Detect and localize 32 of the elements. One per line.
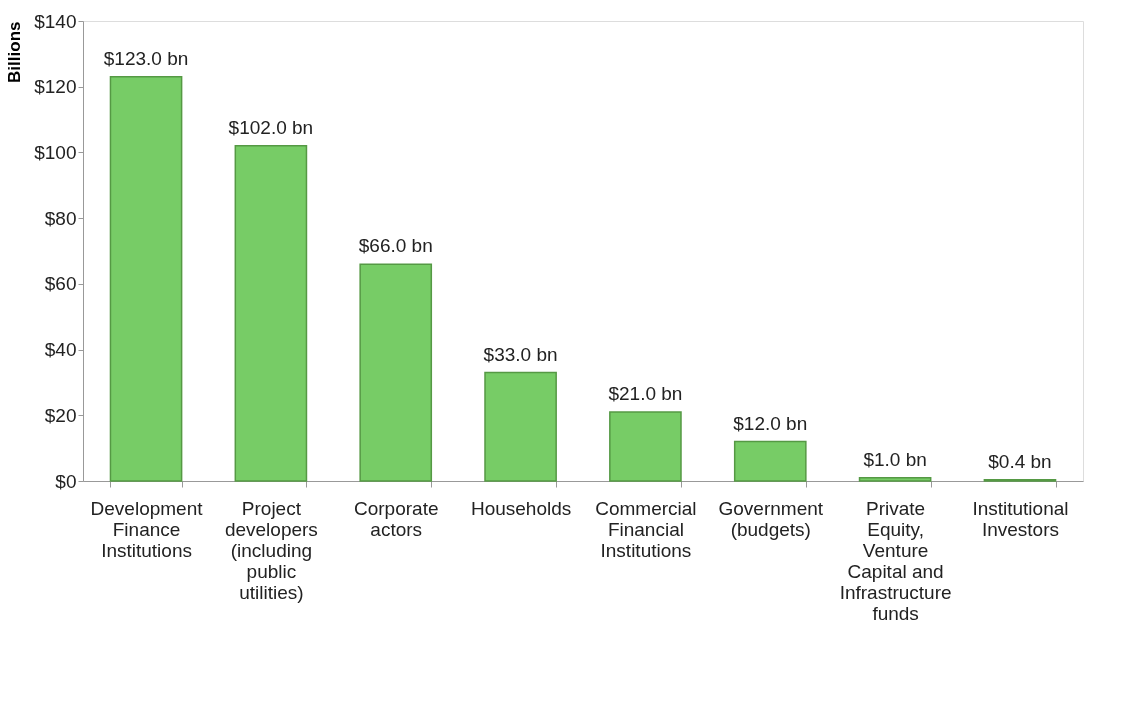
y-axis-title: Billions (5, 21, 25, 83)
data-label: $123.0 bn (103, 47, 189, 69)
x-tick-label: Households (470, 497, 572, 519)
x-tick-label: Project developers (including public utilities) (224, 497, 318, 603)
bar (359, 263, 433, 482)
y-tick-label: $80 (44, 207, 77, 229)
y-tick-label: $140 (34, 10, 77, 32)
data-label: $66.0 bn (358, 235, 433, 257)
x-tick-label: Government (budgets) (718, 497, 824, 540)
y-tick-label: $40 (44, 339, 77, 361)
x-tick-label: Private Equity, Venture Capital and Infrastructure funds (839, 497, 952, 624)
bar (484, 371, 557, 482)
x-tick-label: Commercial Financial Institutions (595, 497, 697, 561)
y-tick-label: $0 (55, 470, 77, 492)
y-tick-label: $60 (44, 273, 77, 295)
data-label: $21.0 bn (608, 383, 683, 404)
y-tick-label: $20 (44, 404, 77, 426)
data-label: $0.4 bn (988, 450, 1052, 472)
y-tick-label: $100 (34, 141, 77, 163)
data-label: $102.0 bn (228, 116, 314, 138)
bar (609, 411, 682, 482)
data-label: $1.0 bn (863, 448, 927, 470)
data-label: $33.0 bn (483, 343, 558, 365)
x-tick-label: Corporate actors (353, 497, 439, 540)
bar (109, 76, 183, 482)
bar (858, 476, 932, 482)
data-label: $12.0 bn (733, 412, 808, 434)
bar (234, 145, 308, 482)
y-tick-label: $120 (34, 76, 77, 98)
bar (733, 440, 807, 482)
x-tick-label: Development Finance Institutions (90, 497, 204, 561)
x-tick-label: Institutional Investors (972, 497, 1069, 540)
